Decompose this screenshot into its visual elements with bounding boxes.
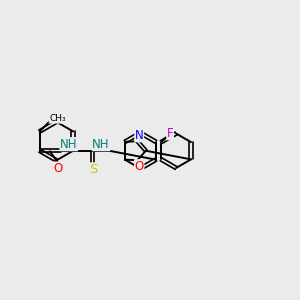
Text: N: N: [135, 129, 144, 142]
Text: S: S: [89, 163, 97, 176]
Text: CH₃: CH₃: [49, 114, 66, 123]
Text: O: O: [53, 162, 63, 175]
Text: O: O: [135, 160, 144, 173]
Text: NH: NH: [60, 138, 77, 151]
Text: F: F: [167, 127, 173, 140]
Text: NH: NH: [92, 138, 110, 151]
